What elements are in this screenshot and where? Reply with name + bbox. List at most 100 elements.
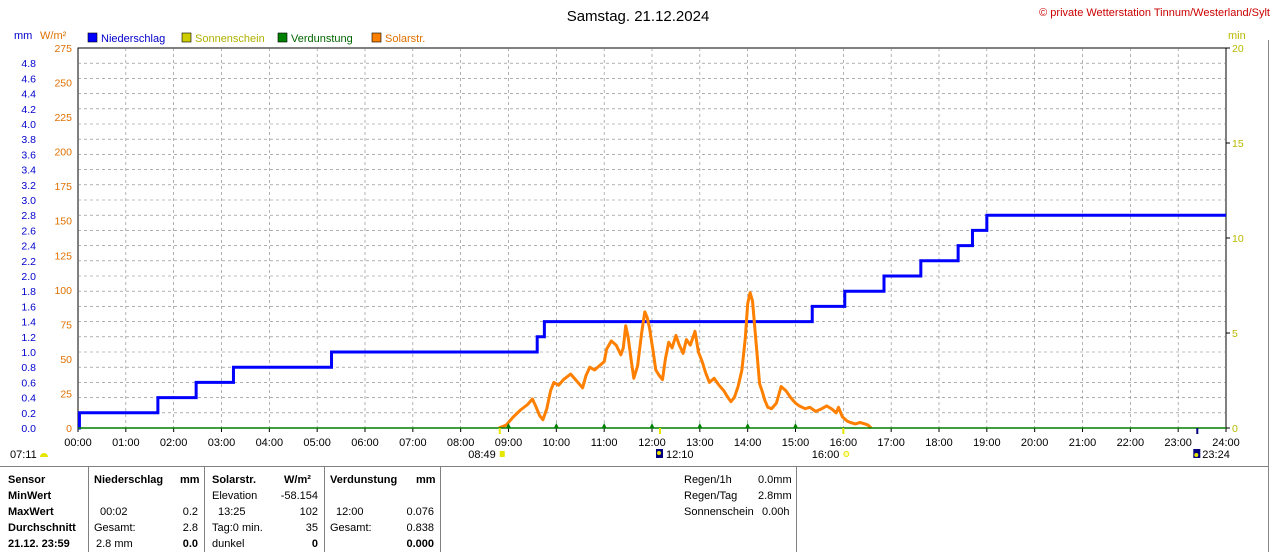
stats-separator-2: [204, 466, 205, 552]
moon-sun-dot: [1194, 453, 1199, 457]
sun-event-label-moon: 23:24: [1202, 449, 1230, 460]
x-tick-label: 15:00: [782, 437, 810, 449]
x-tick-label: 07:00: [399, 437, 427, 449]
y-mm-tick-label: 0.8: [21, 362, 36, 374]
y-wm2-tick-label: 275: [54, 43, 72, 55]
evap-marker: [697, 423, 703, 428]
x-tick-label: 09:00: [495, 437, 523, 449]
stats-label-max: MaxWert: [8, 506, 54, 518]
solar-max-value: 102: [299, 506, 318, 518]
summary-rain-day-label: Regen/Tag: [684, 490, 738, 502]
y-mm-tick-label: 2.4: [21, 241, 36, 253]
axis-unit-mm: mm: [14, 30, 32, 42]
y-mm-tick-label: 4.4: [21, 89, 36, 101]
y-mm-tick-label: 1.6: [21, 301, 36, 313]
evap-unit: mm: [416, 474, 436, 486]
y-mm-tick-label: 3.2: [21, 180, 36, 192]
evap-marker: [601, 423, 607, 428]
y-mm-tick-label: 0.6: [21, 377, 36, 389]
legend-swatch-solar: [371, 32, 382, 43]
evap-marker: [793, 423, 798, 428]
stats-label-date: 21.12. 23:59: [8, 538, 70, 550]
y-wm2-tick-label: 175: [54, 181, 72, 193]
axis-unit-wm2: W/m²: [40, 30, 67, 42]
evap-marker: [649, 423, 655, 428]
solar-elev-label: Elevation: [212, 490, 258, 502]
rain-header: Niederschlag: [94, 474, 164, 486]
y-mm-tick-label: 2.8: [21, 210, 36, 222]
x-tick-label: 03:00: [208, 437, 236, 449]
y-wm2-tick-label: 100: [54, 285, 72, 297]
evap-marker: [745, 423, 751, 428]
rain-unit: mm: [180, 474, 200, 486]
legend-label-rain: Niederschlag: [101, 33, 165, 45]
rain-total-label: Gesamt:: [94, 522, 136, 534]
x-tick-label: 24:00: [1212, 437, 1240, 449]
summary-sun-label: Sonnenschein: [684, 506, 754, 518]
sun-event-markers: 07:11 08:49 12:10 16:00 23:24: [10, 428, 1230, 460]
stats-separator-5: [796, 466, 797, 552]
solar-now-label: dunkel: [212, 538, 245, 550]
moon-tick: [1196, 428, 1199, 434]
solar-day-label: Tag:0 min.: [212, 522, 263, 534]
noon-sun-dot: [656, 451, 661, 455]
y-mm-tick-label: 3.8: [21, 134, 36, 146]
y-mm-tick-label: 2.2: [21, 256, 36, 268]
summary-rain-day: 2.8mm: [758, 490, 792, 502]
sun-event-label-dawn: 08:49: [468, 449, 496, 460]
chart-legend: Niederschlag Sonnenschein Verdunstung Solar…: [87, 32, 425, 45]
y-mm-tick-label: 1.4: [21, 317, 36, 329]
solar-max-time: 13:25: [218, 506, 246, 518]
chart-grid: [77, 47, 1227, 429]
stats-separator-3: [324, 466, 325, 552]
evap-header: Verdunstung: [330, 474, 398, 486]
sun-event-label-sunrise: 07:11: [10, 449, 37, 460]
solar-now-value: 0: [311, 538, 318, 550]
rain-last-value: 0.0: [182, 538, 198, 550]
y-wm2-tick-label: 125: [54, 250, 72, 262]
noon-tick: [658, 428, 661, 434]
x-tick-label: 01:00: [112, 437, 140, 449]
x-tick-label: 21:00: [1069, 437, 1097, 449]
x-tick-label: 13:00: [686, 437, 714, 449]
y-min-tick-label: 15: [1232, 138, 1244, 150]
legend-label-sun: Sonnenschein: [195, 33, 265, 45]
summary-rain-1h: 0.0mm: [758, 474, 792, 486]
x-tick-label: 05:00: [303, 437, 331, 449]
sun-event-label-dusk: 16:00: [812, 449, 840, 460]
y-wm2-tick-label: 150: [54, 216, 72, 228]
copyright-note: © private Wetterstation Tinnum/Westerlan…: [1039, 7, 1270, 19]
y-mm-tick-label: 4.6: [21, 73, 36, 85]
y-min-tick-label: 20: [1232, 43, 1244, 55]
x-tick-label: 11:00: [591, 437, 618, 449]
evap-max-value: 0.076: [406, 506, 434, 518]
right-scroll-strip[interactable]: [1268, 40, 1280, 552]
y-mm-tick-label: 4.0: [21, 119, 36, 131]
x-tick-label: 20:00: [1021, 437, 1049, 449]
solar-avg-value: 35: [305, 522, 318, 534]
x-tick-label: 17:00: [877, 437, 905, 449]
x-tick-label: 02:00: [160, 437, 188, 449]
stats-label-sensor: Sensor: [8, 474, 46, 486]
solar-elev-value: -58.154: [280, 490, 318, 502]
dusk-icon: [843, 451, 850, 457]
x-tick-label: 08:00: [447, 437, 475, 449]
y-mm-tick-label: 2.6: [21, 225, 36, 237]
y-min-tick-label: 0: [1232, 423, 1238, 435]
axis-unit-min: min: [1228, 30, 1246, 42]
sunrise-icon: [40, 453, 48, 457]
chart-axes: 0.0 0.2 0.4 0.6 0.8 1.0 1.2 1.4 1.6 1.8 2.0 2.2 2.4 2…: [21, 43, 1243, 449]
stats-label-min: MinWert: [8, 490, 52, 502]
y-mm-tick-label: 1.0: [21, 347, 36, 359]
sun-event-label-noon: 12:10: [666, 449, 694, 460]
y-min-tick-label: 10: [1232, 233, 1244, 245]
legend-label-evap: Verdunstung: [291, 33, 353, 45]
y-mm-tick-label: 3.6: [21, 149, 36, 161]
summary-rain-1h-label: Regen/1h: [684, 474, 732, 486]
legend-swatch-evap: [277, 32, 288, 43]
y-wm2-tick-label: 25: [60, 388, 72, 400]
x-tick-label: 04:00: [256, 437, 284, 449]
weather-chart: Samstag. 21.12.2024 © private Wetterstat…: [10, 7, 1280, 460]
y-mm-tick-label: 0.0: [21, 423, 36, 435]
x-tick-label: 23:00: [1164, 437, 1192, 449]
